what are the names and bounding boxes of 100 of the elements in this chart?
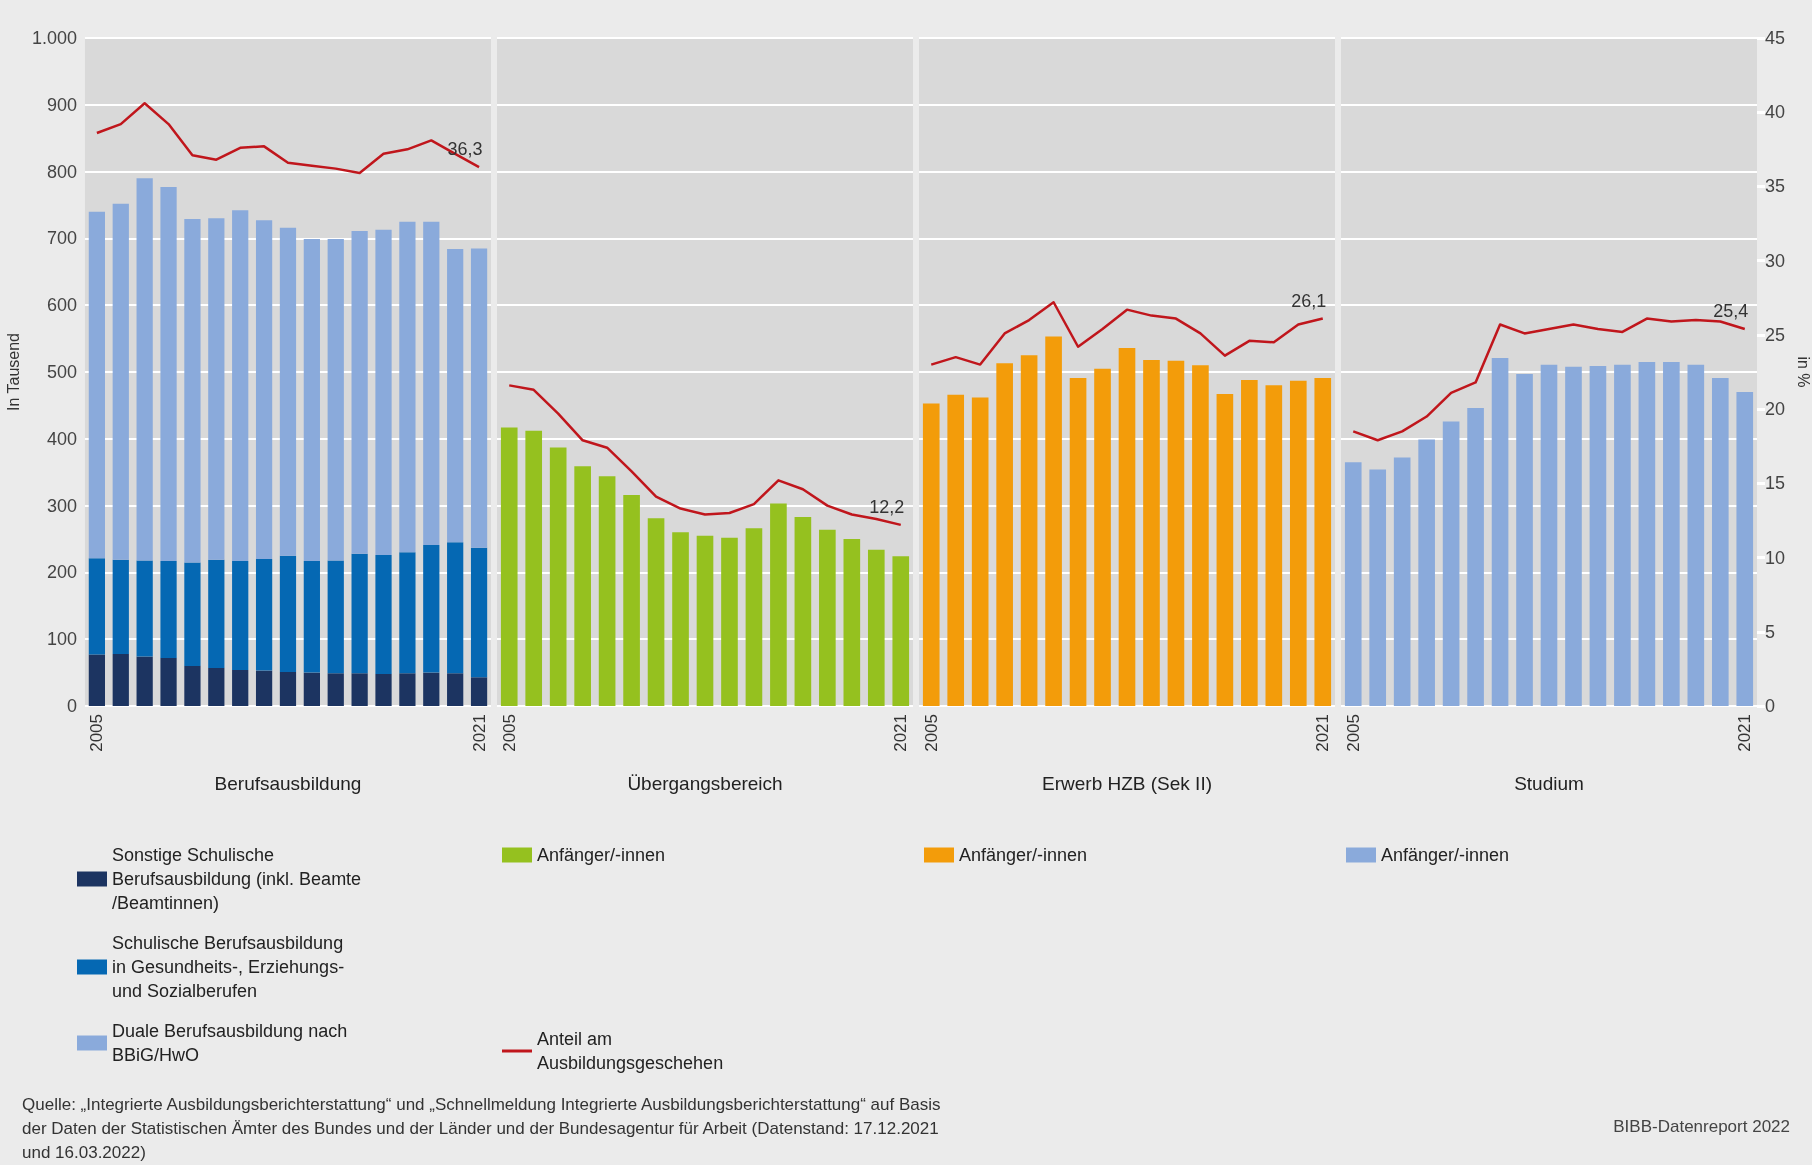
bar: [1614, 364, 1631, 706]
bar: [470, 248, 488, 548]
x-tick-label: 2005: [499, 714, 519, 752]
bar: [1369, 469, 1387, 706]
bar: [1393, 457, 1411, 706]
bar: [327, 560, 344, 674]
bar: [598, 476, 616, 706]
bar: [1069, 378, 1087, 706]
bar: [351, 553, 368, 674]
bar: [255, 559, 273, 671]
bar: [1118, 347, 1136, 706]
bar: [1143, 359, 1160, 706]
bar: [1565, 366, 1582, 706]
y-tick-label: 500: [46, 362, 77, 382]
data-label: 36,3: [447, 139, 483, 160]
bar: [423, 221, 440, 546]
y2-axis-title: in %: [1795, 356, 1812, 388]
bar: [327, 673, 344, 706]
data-label: 12,2: [869, 496, 905, 517]
y-axis-title: In Tausend: [4, 333, 22, 411]
y-tick-label: 600: [46, 295, 77, 316]
bar: [351, 673, 368, 706]
legend-label: Anfänger/-innen: [959, 845, 1088, 865]
bar: [232, 669, 249, 706]
bar: [1540, 364, 1558, 706]
bar: [1020, 355, 1038, 706]
legend-label: Schulische Berufsausbildung in Gesundheits-, Erziehungs- und Sozialberufen: [112, 933, 350, 1001]
bar: [184, 665, 201, 706]
bar: [470, 547, 488, 678]
y-tick-label: 900: [46, 94, 77, 115]
x-axis-title: Übergangsbereich: [627, 773, 783, 794]
bar: [279, 555, 297, 672]
y2-tick-label: 5: [1765, 621, 1776, 642]
data-label: 26,1: [1291, 290, 1327, 311]
bar: [208, 559, 225, 668]
bar: [1442, 421, 1460, 706]
bar: [279, 671, 297, 706]
bar: [88, 654, 106, 706]
y2-tick-label: 40: [1765, 102, 1786, 123]
bar: [112, 559, 129, 654]
bar: [136, 178, 153, 561]
bar: [399, 673, 416, 706]
bar: [255, 220, 273, 560]
bar: [447, 673, 464, 706]
source-note: Quelle: „Integrierte Ausbildungsberichterstattung“ und „Schnellmeldung Integrierte Ausbildungsberichterstattung“ auf Basis der Daten der Statistischen Ämter des Bundes und der Länder und der Bundesagentur für Arbeit (Datenstand: 17.12.2021 und 16.03.2022): [22, 1094, 942, 1164]
bar: [696, 535, 714, 706]
bar: [447, 542, 464, 674]
bar: [423, 545, 440, 673]
bar: [867, 549, 885, 706]
y-tick-label: 700: [46, 228, 77, 249]
bar: [971, 397, 989, 706]
bar: [892, 556, 910, 706]
bar: [327, 239, 344, 561]
bar: [1094, 368, 1111, 706]
bar: [1265, 385, 1283, 706]
bar: [423, 672, 440, 706]
bar: [922, 403, 940, 706]
bar: [255, 670, 273, 706]
bar: [549, 447, 567, 706]
bar: [303, 239, 320, 562]
y-tick-label: 0: [66, 696, 77, 716]
bar: [1589, 365, 1607, 706]
y-tick-label: 1.000: [31, 28, 77, 48]
bar: [399, 552, 416, 674]
x-axis-title: Studium: [1514, 773, 1584, 794]
bar: [623, 494, 640, 706]
bar: [500, 427, 518, 706]
bar: [794, 516, 812, 706]
y2-tick-label: 35: [1765, 176, 1786, 197]
y2-tick-label: 0: [1765, 696, 1776, 716]
bar: [279, 227, 297, 556]
x-tick-label: 2005: [1343, 714, 1363, 752]
bar: [375, 673, 392, 706]
bar: [112, 203, 129, 560]
bar: [1491, 357, 1509, 706]
bar: [843, 539, 861, 706]
legend-label: Anfänger/-innen: [1381, 845, 1510, 865]
y2-tick-label: 15: [1765, 473, 1786, 494]
bar: [160, 657, 177, 706]
bar: [160, 186, 177, 562]
bar: [232, 561, 249, 670]
bar: [1711, 378, 1729, 706]
y2-tick-label: 30: [1765, 250, 1786, 271]
bar: [574, 466, 591, 706]
x-tick-label: 2005: [921, 714, 941, 752]
bar: [1216, 394, 1234, 706]
bar: [136, 560, 153, 657]
x-tick-label: 2021: [1313, 714, 1333, 752]
legend-label: Anfänger/-innen: [537, 845, 666, 865]
bar: [375, 555, 392, 674]
x-tick-label: 2021: [1735, 714, 1755, 752]
bar: [1314, 378, 1332, 706]
bar: [1736, 392, 1754, 706]
bar: [1638, 361, 1656, 706]
bar: [947, 394, 965, 706]
bar: [88, 211, 106, 559]
data-label: 25,4: [1713, 300, 1749, 321]
bar: [112, 653, 129, 706]
bar: [232, 210, 249, 562]
y2-tick-label: 25: [1765, 324, 1786, 345]
